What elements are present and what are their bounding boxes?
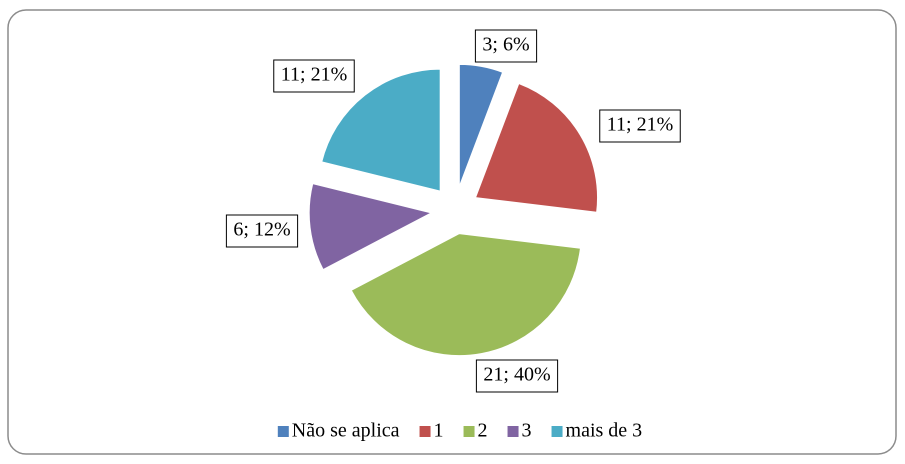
legend-label: Não se aplica <box>292 420 400 442</box>
pie-slice <box>458 63 504 187</box>
data-label: 3; 6% <box>482 34 529 56</box>
legend-swatch <box>419 426 431 437</box>
data-label-box <box>273 59 355 93</box>
data-label: 21; 40% <box>483 364 550 386</box>
legend-swatch <box>463 426 475 437</box>
chart-frame <box>7 9 897 455</box>
data-label-box <box>599 109 681 143</box>
data-label-box <box>475 359 559 393</box>
legend-label: 3 <box>522 420 532 442</box>
data-label: 11; 21% <box>281 64 347 86</box>
legend-swatch <box>277 426 289 437</box>
pie-slice <box>474 82 598 213</box>
data-label-box <box>225 214 299 248</box>
pie-slice <box>321 68 441 192</box>
data-label: 6; 12% <box>233 219 290 241</box>
legend-label: 2 <box>478 420 488 442</box>
data-label-box <box>474 29 538 63</box>
legend-label: 1 <box>434 420 444 442</box>
pie-slice <box>308 183 433 271</box>
data-label: 11; 21% <box>607 114 673 136</box>
legend-label: mais de 3 <box>566 420 643 442</box>
legend-swatch <box>507 426 519 437</box>
legend-swatch <box>551 426 563 437</box>
pie-slice <box>350 233 581 357</box>
